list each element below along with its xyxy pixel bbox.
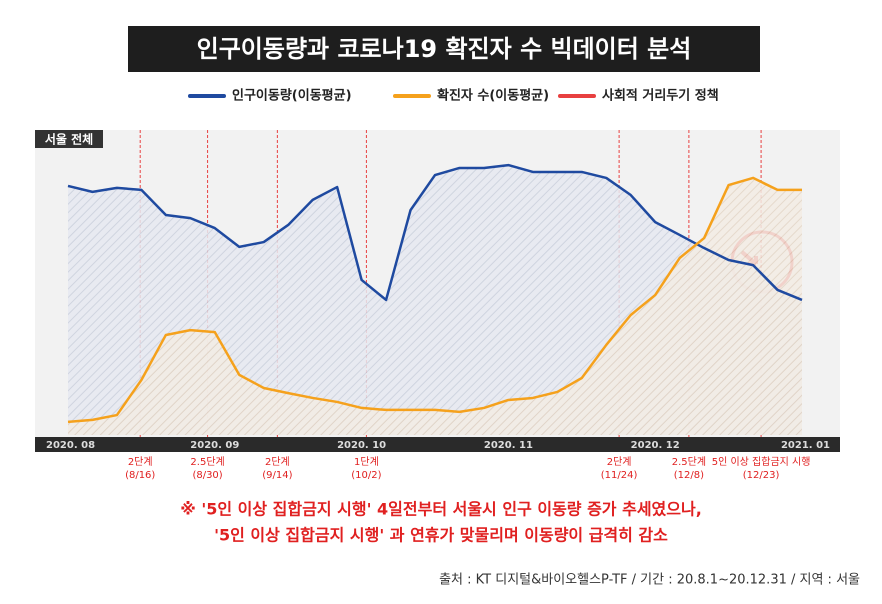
series-area <box>68 177 802 435</box>
series-line <box>67 163 803 302</box>
event-date: (11/24) <box>601 470 638 481</box>
panel-label-box <box>35 130 103 148</box>
x-tick-label: 2020. 12 <box>631 440 680 451</box>
event-date: (9/14) <box>262 470 292 481</box>
title-box <box>128 26 760 72</box>
event-label: 2.5단계 <box>190 456 224 468</box>
event-label: 2단계 <box>128 456 153 468</box>
event-label: 2단계 <box>265 456 290 468</box>
x-tick-label: 2020. 08 <box>46 440 95 451</box>
panel-label: 서울 전체 <box>45 132 93 147</box>
series-line <box>67 176 802 424</box>
x-tick-label: 2020. 10 <box>337 440 386 451</box>
event-label: 5인 이상 집합금지 시행 <box>712 456 811 468</box>
event-label: 2.5단계 <box>672 456 706 468</box>
annotation: ※ '5인 이상 집합금지 시행' 4일전부터 서울시 인구 이동량 증가 추세… <box>180 500 702 519</box>
event-label: 1단계 <box>354 456 379 468</box>
x-tick-label: 2020. 09 <box>190 440 239 451</box>
event-date: (10/2) <box>351 470 381 481</box>
legend-label: 인구이동량(이동평균) <box>232 88 352 104</box>
x-tick-label: 2020. 11 <box>484 440 533 451</box>
legend-label: 확진자 수(이동평균) <box>437 88 549 104</box>
event-label: 2단계 <box>607 456 632 468</box>
event-date: (12/23) <box>743 470 780 481</box>
annotation: '5인 이상 집합금지 시행' 과 연휴가 맞물리며 이동량이 급격히 감소 <box>214 526 668 545</box>
event-date: (8/30) <box>192 470 222 481</box>
x-axis-bar <box>35 437 840 452</box>
legend-label: 사회적 거리두기 정책 <box>602 88 719 104</box>
event-date: (8/16) <box>125 470 155 481</box>
source: 출처 : KT 디지털&바이오헬스P-TF / 기간 : 20.8.1~20.1… <box>439 573 860 588</box>
event-date: (12/8) <box>674 470 704 481</box>
chart-title: 인구이동량과 코로나19 확진자 수 빅데이터 분석 <box>197 35 692 63</box>
x-tick-label: 2021. 01 <box>781 440 830 451</box>
